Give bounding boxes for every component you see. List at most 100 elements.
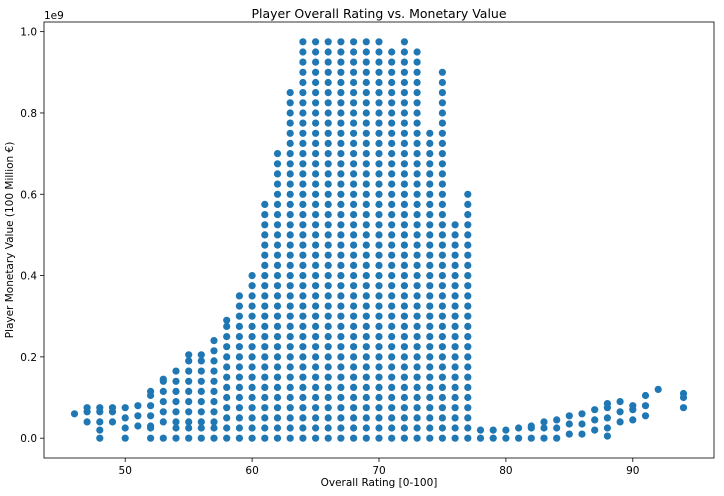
data-point: [464, 343, 472, 351]
data-point: [273, 333, 282, 341]
data-points: [70, 38, 688, 442]
data-point: [375, 170, 383, 178]
data-point: [299, 119, 307, 127]
data-point: [299, 129, 307, 137]
data-point: [438, 363, 446, 371]
data-point: [350, 119, 358, 127]
data-point: [362, 139, 370, 147]
data-point: [312, 261, 320, 269]
data-point: [324, 383, 332, 391]
data-point: [426, 322, 434, 330]
data-point: [299, 48, 307, 56]
data-point: [299, 170, 307, 178]
data-point: [375, 424, 383, 432]
data-point: [679, 389, 688, 398]
y-tick-label: 0.4: [20, 271, 37, 283]
data-point: [273, 373, 282, 381]
data-point: [438, 251, 446, 259]
data-point: [388, 231, 396, 239]
data-point: [426, 434, 434, 442]
data-point: [337, 89, 345, 97]
data-point: [337, 78, 345, 87]
data-point: [261, 424, 269, 432]
data-point: [400, 38, 408, 46]
data-point: [324, 190, 332, 198]
data-point: [299, 404, 307, 412]
data-point: [489, 434, 497, 442]
data-point: [375, 251, 383, 259]
data-point: [362, 302, 370, 310]
data-point: [426, 190, 434, 198]
data-point: [426, 261, 434, 269]
data-point: [121, 434, 129, 442]
data-point: [413, 393, 421, 402]
data-point: [451, 241, 459, 249]
data-point: [464, 272, 472, 280]
data-point: [451, 322, 459, 330]
data-point: [438, 231, 446, 239]
data-point: [235, 434, 243, 442]
data-point: [172, 408, 180, 416]
data-point: [273, 434, 282, 442]
y-axis-ticks: 0.0 0.2 0.4 0.6 0.8 1.0: [20, 27, 44, 445]
data-point: [147, 434, 155, 442]
data-point: [451, 302, 459, 310]
data-point: [400, 170, 408, 178]
data-point: [400, 383, 408, 391]
data-point: [350, 393, 358, 402]
data-point: [312, 139, 320, 147]
data-point: [312, 89, 320, 97]
data-point: [324, 200, 332, 208]
data-point: [273, 170, 282, 178]
data-point: [426, 150, 434, 158]
data-point: [350, 414, 358, 422]
data-point: [273, 353, 282, 361]
data-point: [261, 414, 269, 422]
data-point: [603, 424, 612, 432]
data-point: [324, 58, 332, 66]
data-point: [438, 190, 446, 198]
data-point: [299, 241, 307, 249]
data-point: [400, 272, 408, 280]
y-tick-label: 0.6: [20, 189, 37, 201]
data-point: [299, 434, 307, 442]
data-point: [438, 322, 446, 330]
data-point: [299, 363, 307, 371]
data-point: [426, 343, 434, 351]
data-point: [273, 241, 282, 249]
data-point: [337, 211, 345, 219]
data-point: [337, 251, 345, 259]
data-point: [375, 363, 383, 371]
data-point: [337, 424, 345, 432]
data-point: [172, 434, 180, 442]
data-point: [312, 404, 320, 412]
data-point: [159, 418, 167, 426]
data-point: [438, 68, 446, 76]
data-point: [375, 414, 383, 422]
data-point: [400, 343, 408, 351]
data-point: [388, 373, 396, 381]
data-point: [286, 89, 294, 97]
data-point: [248, 383, 256, 391]
data-point: [299, 211, 307, 219]
data-point: [375, 139, 383, 147]
data-point: [350, 170, 358, 178]
data-point: [388, 261, 396, 269]
data-point: [362, 434, 370, 442]
data-point: [375, 343, 383, 351]
data-point: [375, 160, 383, 168]
data-point: [438, 241, 446, 249]
data-point: [261, 343, 269, 351]
data-point: [248, 363, 256, 371]
data-point: [324, 424, 332, 432]
data-point: [312, 190, 320, 198]
data-point: [362, 200, 370, 208]
data-point: [248, 302, 256, 310]
data-point: [362, 211, 370, 219]
data-point: [375, 231, 383, 239]
data-point: [426, 139, 434, 147]
data-point: [324, 434, 332, 442]
data-point: [261, 363, 269, 371]
data-point: [540, 434, 548, 442]
data-point: [400, 129, 408, 137]
